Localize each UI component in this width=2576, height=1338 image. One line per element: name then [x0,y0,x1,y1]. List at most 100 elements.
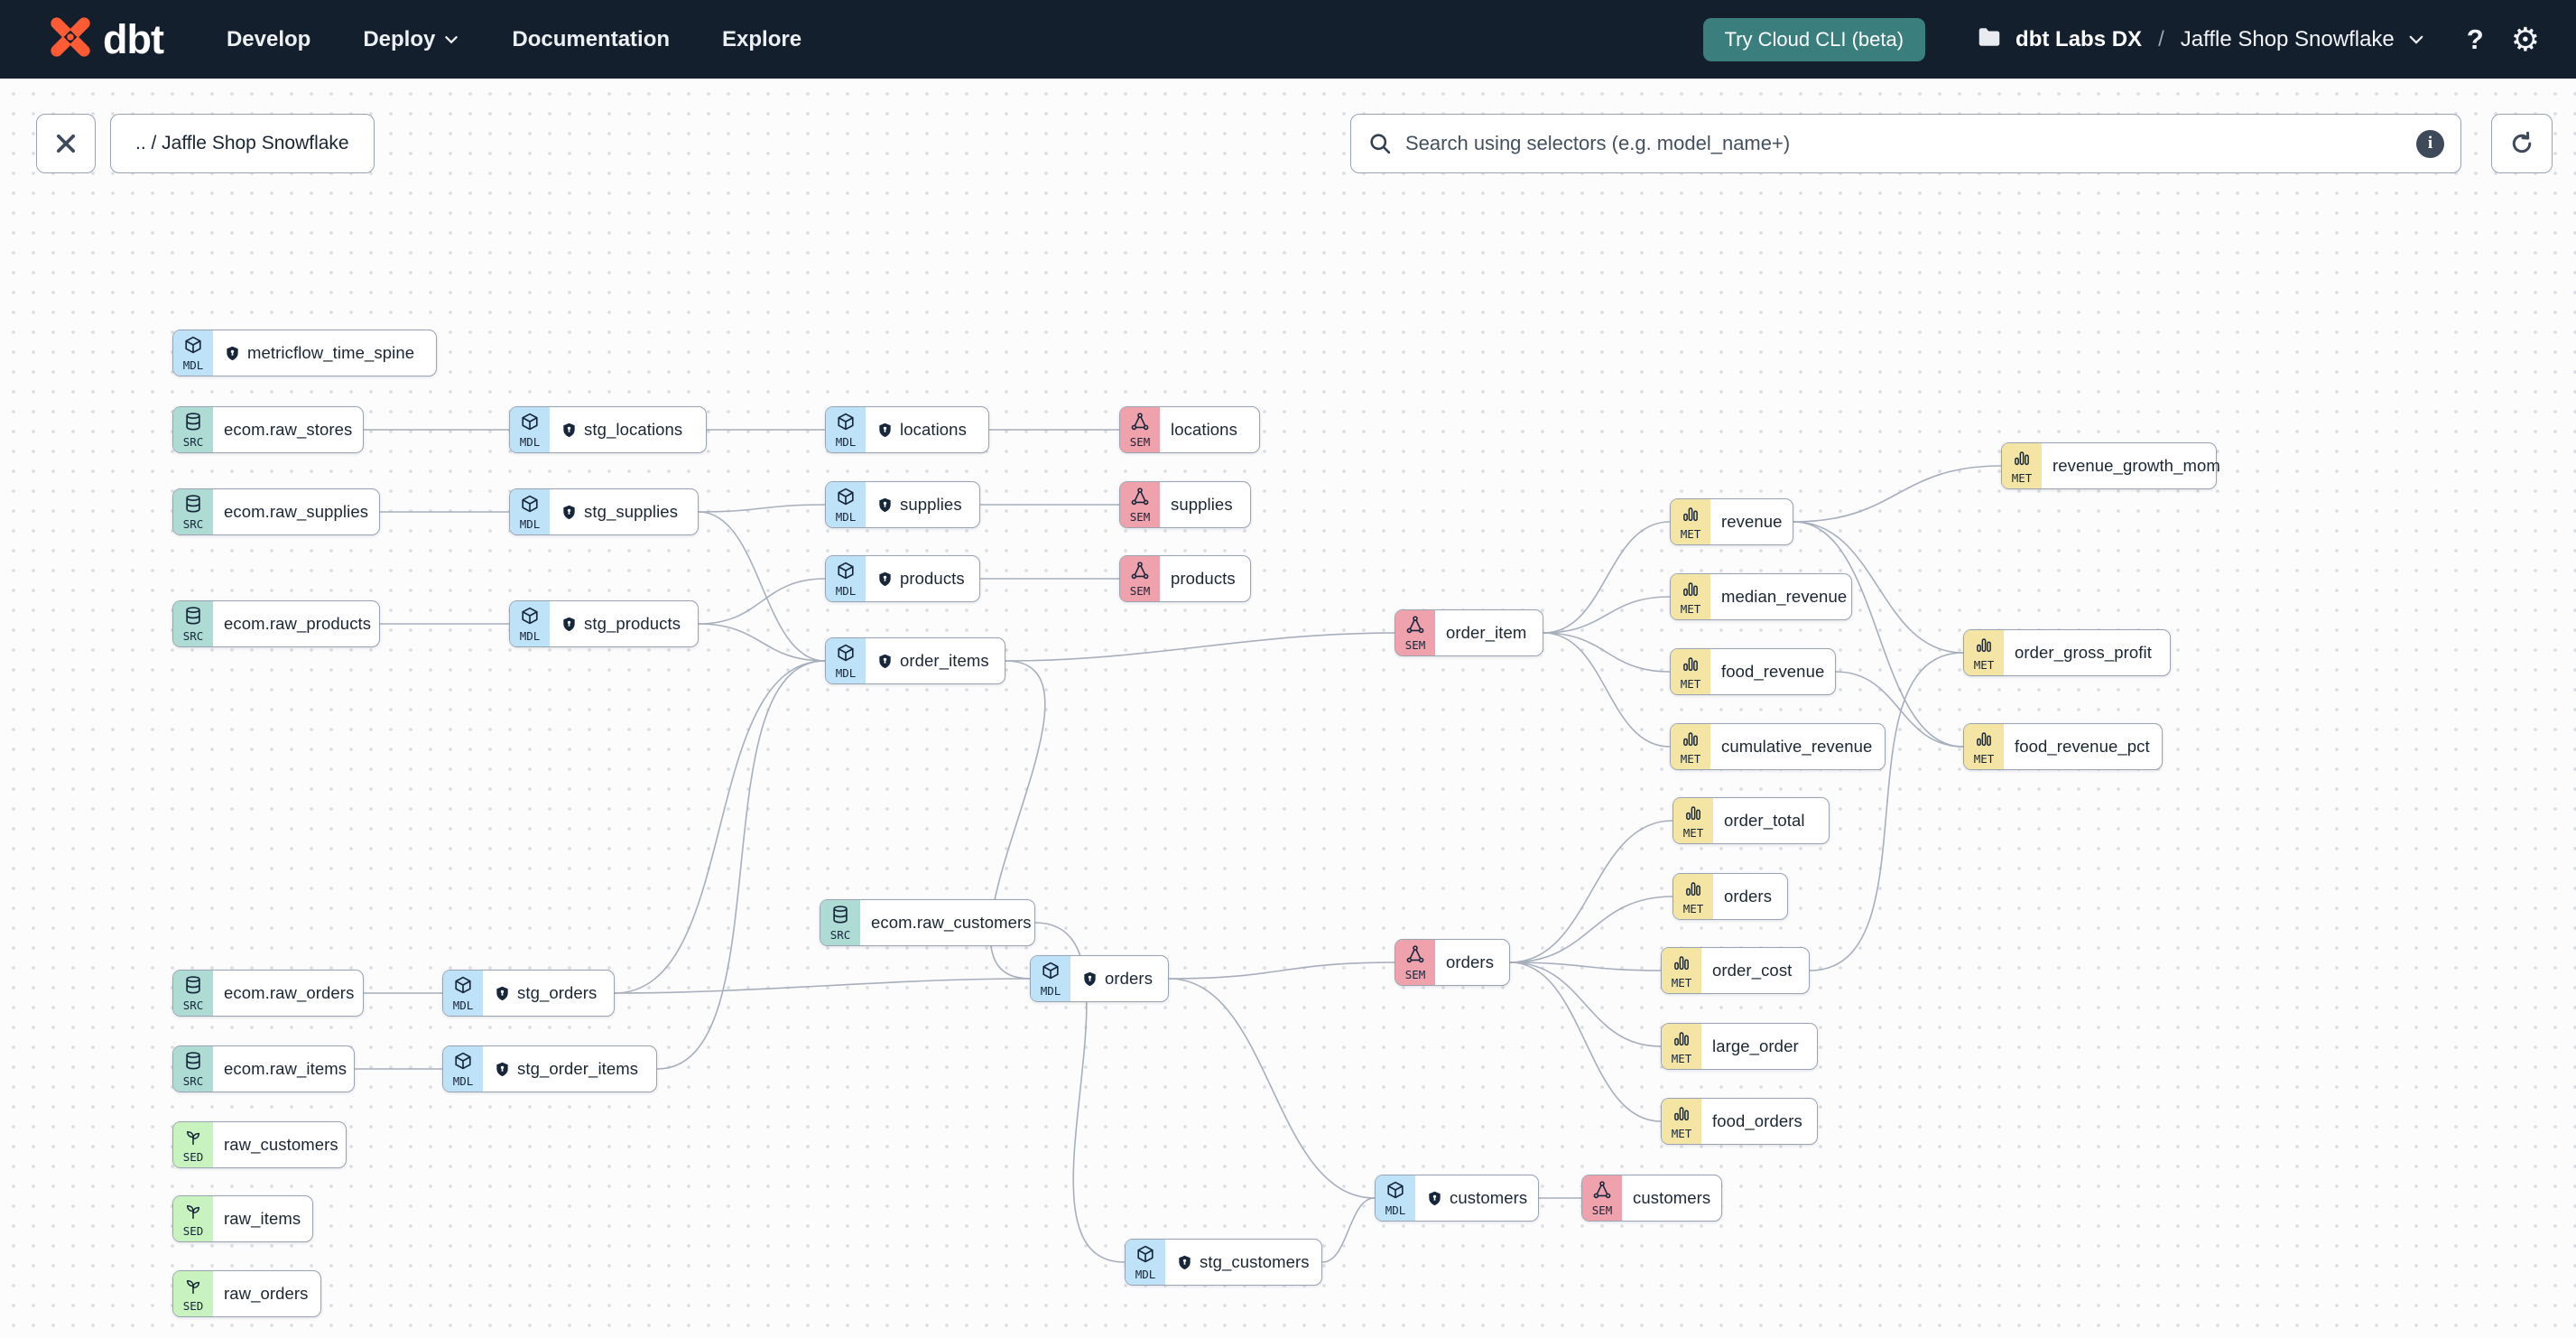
node-label: order_item [1446,623,1527,642]
cube-icon [453,1051,473,1075]
node-label: supplies [1171,495,1233,514]
lineage-canvas[interactable]: MDL metricflow_time_spine SRC ecom.raw_stor… [0,79,2576,1338]
public-model-shield-icon [1426,1190,1443,1207]
lineage-node-stg_supplies[interactable]: MDL stg_supplies [509,488,699,535]
node-kind-badge: MET [1662,1099,1701,1144]
node-kind-badge: MDL [173,330,213,376]
node-kind-badge: MET [1662,1024,1701,1069]
nav-item-develop[interactable]: Develop [226,26,311,51]
dbt-brand[interactable]: dbt [47,14,164,65]
folder-icon [1976,23,2003,55]
lineage-node-order_item_sem[interactable]: SEM order_item [1395,609,1543,656]
node-kind-badge: SEM [1395,610,1435,655]
lineage-node-raw_items_seed[interactable]: SED raw_items [172,1195,313,1242]
node-kind-badge: MDL [510,407,550,452]
node-kind-badge: MET [1673,798,1713,843]
cube-icon [453,975,473,999]
lineage-node-supplies_mdl[interactable]: MDL supplies [825,481,980,528]
database-icon [183,494,203,518]
node-label: customers [1450,1188,1528,1207]
lineage-breadcrumb[interactable]: .. / Jaffle Shop Snowflake [110,114,375,173]
lineage-node-raw_products_src[interactable]: SRC ecom.raw_products [172,600,380,647]
lineage-node-orders_mdl[interactable]: MDL orders [1030,955,1169,1002]
lineage-node-supplies_sem[interactable]: SEM supplies [1119,481,1251,528]
public-model-shield-icon [876,653,894,670]
node-kind-badge: SEM [1395,940,1435,985]
settings-gear-icon[interactable]: ⚙ [2510,20,2540,58]
node-label: ecom.raw_stores [224,420,353,439]
close-icon [56,134,76,153]
node-label: products [900,569,965,588]
lineage-node-stg_locations[interactable]: MDL stg_locations [509,406,707,453]
lineage-node-stg_order_items[interactable]: MDL stg_order_items [442,1045,657,1092]
lineage-node-raw_orders_src[interactable]: SRC ecom.raw_orders [172,970,364,1017]
nav-item-documentation[interactable]: Documentation [512,26,671,51]
lineage-node-raw_customers_seed[interactable]: SED raw_customers [172,1121,347,1168]
node-kind-badge: MET [1964,724,2004,769]
lineage-node-customers_mdl[interactable]: MDL customers [1375,1175,1539,1222]
metric-bars-icon [2012,448,2032,472]
lineage-node-metricflow_time_spine[interactable]: MDL metricflow_time_spine [172,330,437,376]
lineage-node-products_mdl[interactable]: MDL products [825,555,980,602]
lineage-node-raw_customers_src[interactable]: SRC ecom.raw_customers [820,899,1035,946]
lineage-node-stg_customers[interactable]: MDL stg_customers [1125,1239,1322,1286]
node-kind-badge: SED [173,1122,213,1167]
lineage-node-large_order[interactable]: MET large_order [1661,1023,1818,1070]
lineage-node-order_gross_profit[interactable]: MET order_gross_profit [1963,629,2171,676]
semantic-graph-icon [1130,561,1150,585]
lineage-node-cumulative_revenue[interactable]: MET cumulative_revenue [1670,723,1886,770]
lineage-node-raw_stores_src[interactable]: SRC ecom.raw_stores [172,406,364,453]
node-kind-badge: MET [1671,574,1710,619]
lineage-node-food_revenue[interactable]: MET food_revenue [1670,648,1836,695]
public-model-shield-icon [224,345,241,362]
node-label: stg_customers [1200,1252,1310,1271]
metric-bars-icon [1683,878,1703,903]
account-project-switcher[interactable]: dbt Labs DX / Jaffle Shop Snowflake [1976,23,2425,55]
refresh-button[interactable] [2491,114,2553,173]
help-icon[interactable]: ? [2466,23,2484,55]
lineage-node-stg_orders[interactable]: MDL stg_orders [442,970,615,1017]
node-kind-badge: MDL [826,638,866,683]
lineage-node-raw_items_src[interactable]: SRC ecom.raw_items [172,1045,355,1092]
public-model-shield-icon [876,497,894,514]
lineage-node-food_orders[interactable]: MET food_orders [1661,1098,1818,1145]
top-navbar: dbt Develop Deploy Documentation Explore… [0,0,2576,79]
node-kind-badge: MDL [1031,956,1070,1001]
lineage-node-orders_met[interactable]: MET orders [1673,873,1788,920]
try-cloud-cli-button[interactable]: Try Cloud CLI (beta) [1702,17,1926,61]
close-lineage-button[interactable] [36,114,96,173]
lineage-node-order_items_mdl[interactable]: MDL order_items [825,637,1005,684]
lineage-node-locations_mdl[interactable]: MDL locations [825,406,989,453]
lineage-node-order_total[interactable]: MET order_total [1673,797,1830,844]
lineage-node-revenue_growth_mom[interactable]: MET revenue_growth_mom [2001,442,2220,489]
public-model-shield-icon [1081,971,1098,988]
lineage-node-stg_products[interactable]: MDL stg_products [509,600,699,647]
lineage-node-raw_orders_seed[interactable]: SED raw_orders [172,1270,321,1317]
lineage-node-median_revenue[interactable]: MET median_revenue [1670,573,1852,620]
node-kind-badge: SRC [173,1046,213,1092]
lineage-node-revenue[interactable]: MET revenue [1670,498,1793,545]
semantic-graph-icon [1130,412,1150,436]
node-kind-badge: SED [173,1196,213,1241]
lineage-node-locations_sem[interactable]: SEM locations [1119,406,1260,453]
cube-icon [520,606,540,630]
lineage-node-orders_sem[interactable]: SEM orders [1395,939,1510,986]
node-kind-badge: MDL [510,489,550,534]
node-kind-badge: MDL [1126,1240,1165,1285]
node-label: order_total [1724,811,1805,830]
node-label: median_revenue [1721,587,1848,606]
node-label: order_items [900,651,989,670]
search-input[interactable] [1405,132,2416,155]
lineage-node-raw_supplies_src[interactable]: SRC ecom.raw_supplies [172,488,380,535]
nav-item-deploy[interactable]: Deploy [363,27,459,52]
metric-bars-icon [1681,729,1700,753]
nav-item-explore[interactable]: Explore [722,26,802,51]
metric-bars-icon [1683,803,1703,827]
database-icon [183,606,203,630]
lineage-node-products_sem[interactable]: SEM products [1119,555,1251,602]
lineage-node-food_revenue_pct[interactable]: MET food_revenue_pct [1963,723,2163,770]
selector-search-bar[interactable]: i [1350,114,2461,173]
info-icon[interactable]: i [2416,129,2444,158]
lineage-node-order_cost[interactable]: MET order_cost [1661,947,1810,994]
lineage-node-customers_sem[interactable]: SEM customers [1581,1175,1722,1222]
